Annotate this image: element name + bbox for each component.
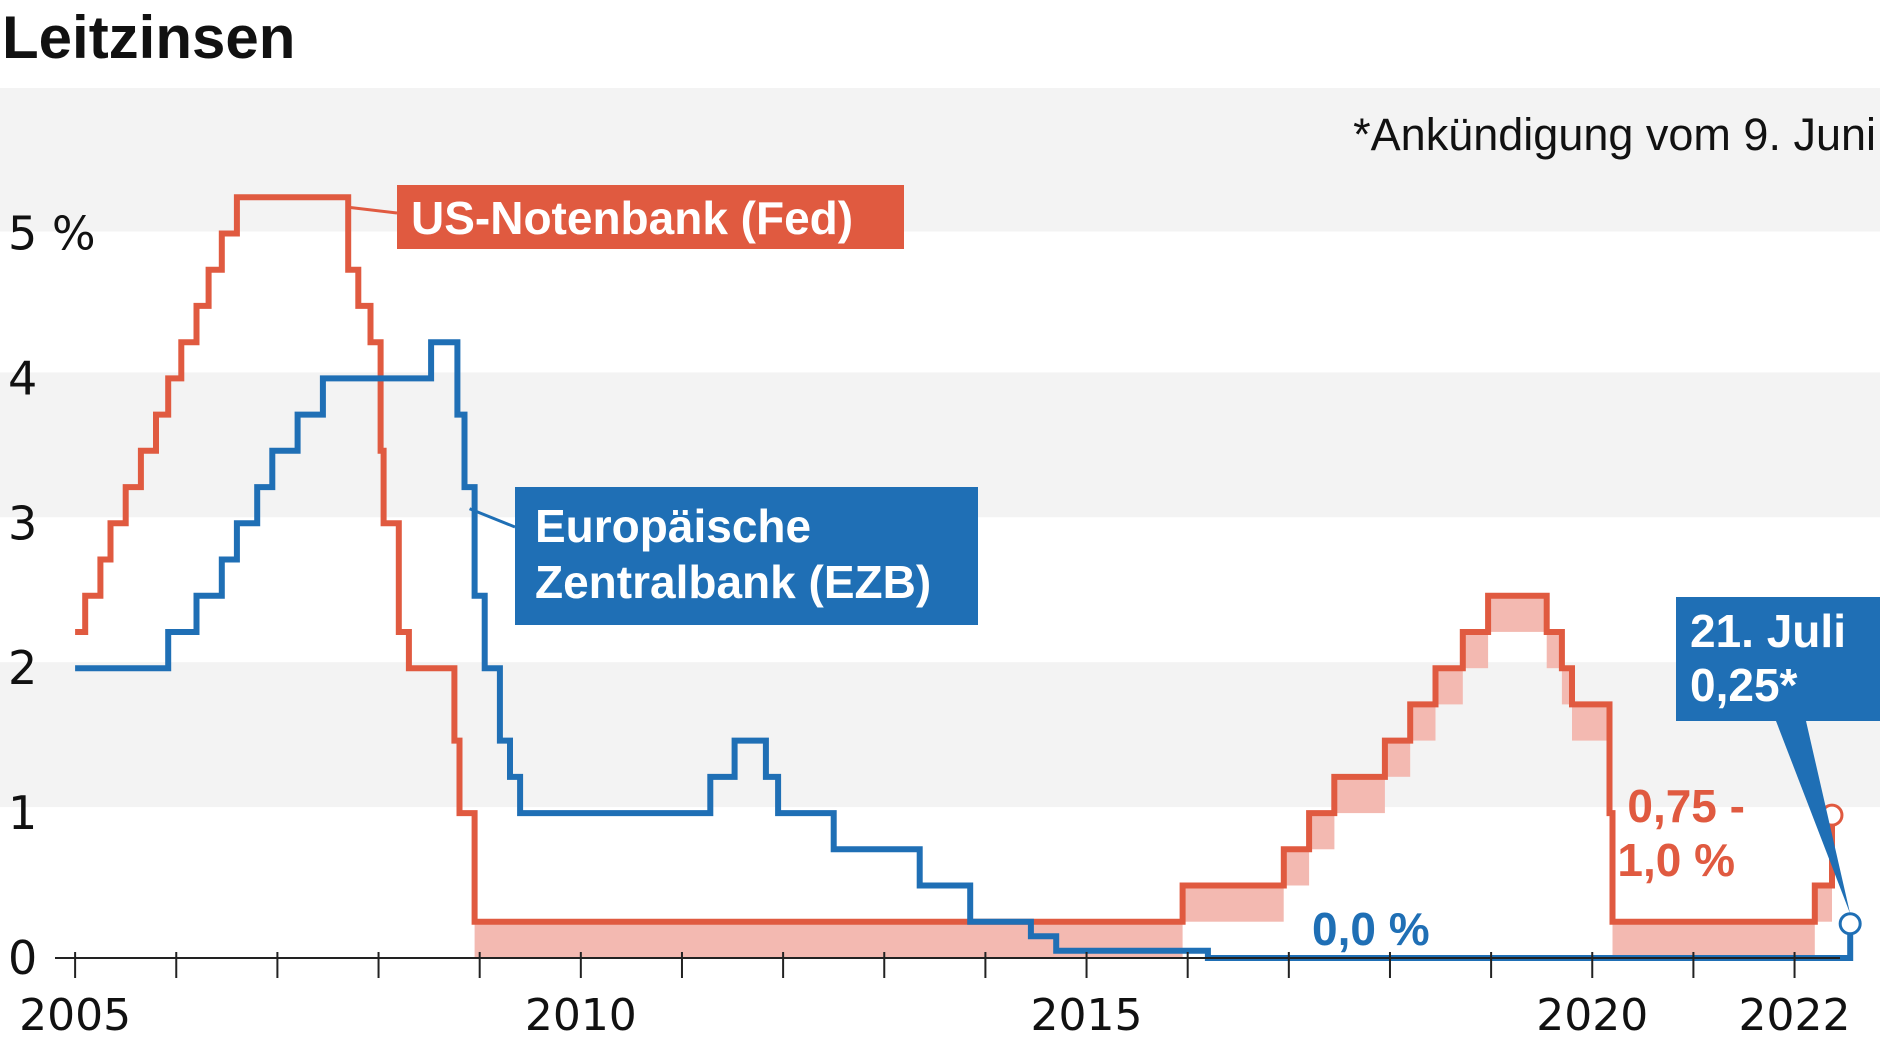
- chart-title: Leitzinsen: [2, 4, 295, 71]
- fed-range-segment: [1410, 704, 1436, 741]
- x-tick-label: 2010: [525, 990, 637, 1041]
- ecb-label-leader: [469, 507, 516, 529]
- fed-range-segment: [1572, 704, 1610, 741]
- y-tick-label: 2: [8, 641, 37, 695]
- series-line-fed: [75, 194, 1835, 925]
- chart-note: *Ankündigung vom 9. Juni: [1353, 109, 1876, 160]
- ecb-next-box: [1676, 597, 1880, 721]
- ecb-next-label-line2: 0,25*: [1690, 659, 1798, 711]
- fed-range-segment: [1283, 849, 1310, 886]
- fed-last-label-line1: 0,75 -: [1627, 780, 1745, 832]
- y-axis-ticks: 0 1 2 3 4 5 %: [8, 206, 96, 985]
- fed-range-segment: [1488, 595, 1547, 632]
- fed-range-segment: [1561, 668, 1572, 705]
- series-labels: US-Notenbank (Fed) EuropäischeZentralbank…: [348, 185, 1880, 955]
- series-line-ecb: [75, 339, 1854, 961]
- ecb-next-pointer: [1776, 721, 1851, 914]
- y-tick-label: 1: [8, 786, 37, 840]
- ecb-next-marker: [1838, 912, 1862, 936]
- x-tick-label: 2015: [1031, 990, 1143, 1041]
- x-tick-label: 2005: [19, 990, 131, 1041]
- ecb-label-text-line2: Zentralbank (EZB): [535, 556, 931, 608]
- y-tick-label: 5 %: [8, 206, 96, 260]
- fed-range-segment: [1182, 885, 1284, 922]
- fed-label-box: [397, 185, 904, 249]
- y-tick-label: 3: [8, 496, 37, 550]
- x-tick-label: 2020: [1536, 990, 1648, 1041]
- fed-range-segment: [1334, 776, 1385, 814]
- chart-bands: [0, 88, 1880, 808]
- y-tick-label: 0: [8, 931, 37, 985]
- x-tick-label: 2022: [1739, 990, 1851, 1041]
- fed-last-label-line2: 1,0 %: [1617, 834, 1735, 886]
- fed-range-segment: [1612, 921, 1815, 958]
- fed-range-segment: [1462, 632, 1489, 669]
- fed-label-text: US-Notenbank (Fed): [411, 192, 853, 244]
- series-lines: [75, 194, 1854, 961]
- ecb-label-text-line1: Europäische: [535, 500, 811, 552]
- fed-range-fill: [474, 595, 1832, 958]
- ecb-label-box: [515, 487, 978, 625]
- fed-range-segment: [1814, 885, 1832, 922]
- band-top: [0, 88, 1880, 232]
- fed-range-segment: [1384, 740, 1411, 777]
- fed-range-segment: [1309, 813, 1335, 850]
- fed-label-leader: [348, 205, 398, 215]
- ecb-next-label-line1: 21. Juli: [1690, 605, 1846, 657]
- fed-range-segment: [1546, 632, 1562, 669]
- x-axis: 2005 2010 2015 2020 2022: [19, 952, 1851, 1041]
- y-tick-label: 4: [8, 351, 37, 405]
- fed-range-segment: [1435, 668, 1463, 705]
- ecb-zero-label: 0,0 %: [1312, 903, 1430, 955]
